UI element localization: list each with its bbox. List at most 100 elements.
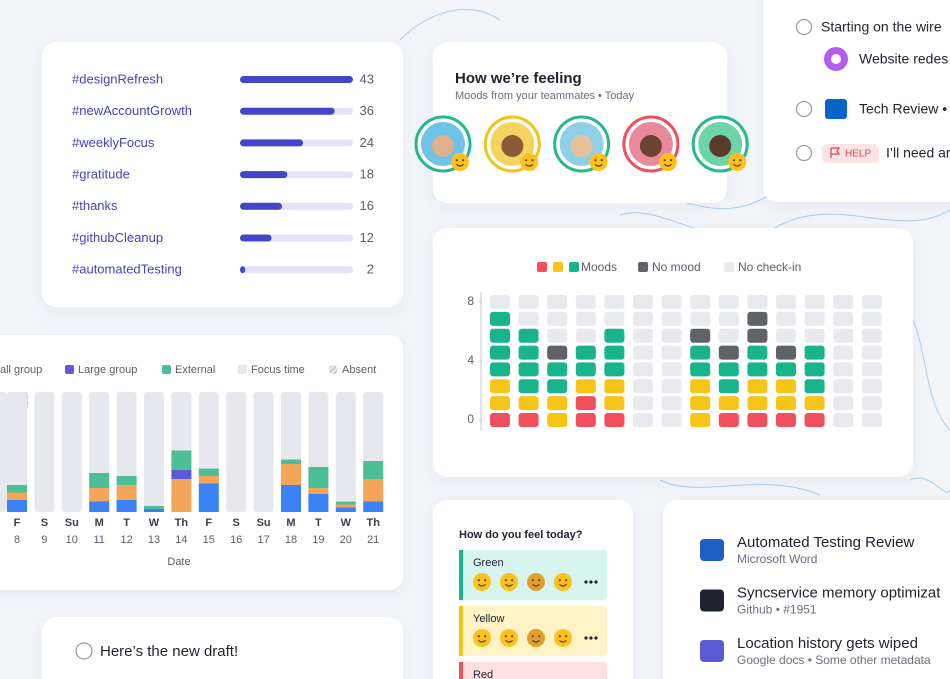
empty-cell bbox=[633, 362, 653, 377]
emoji-eye bbox=[594, 159, 597, 162]
absent-bar bbox=[0, 392, 7, 512]
bar-segment bbox=[363, 501, 384, 512]
bar-segment bbox=[144, 509, 164, 512]
bar-track bbox=[240, 266, 353, 274]
empty-cell bbox=[604, 295, 625, 309]
bar-segment bbox=[171, 450, 192, 470]
emoji-eye bbox=[455, 159, 458, 162]
count-label: 16 bbox=[360, 198, 374, 213]
hashtag-label[interactable]: #githubCleanup bbox=[72, 230, 163, 245]
mood-cell bbox=[547, 379, 568, 394]
empty-cell bbox=[833, 345, 854, 360]
empty-cell bbox=[861, 328, 882, 343]
checkbox[interactable] bbox=[795, 100, 813, 118]
empty-cell bbox=[575, 311, 596, 326]
empty-cell bbox=[661, 379, 682, 394]
x-tick-day: S bbox=[41, 517, 48, 529]
mood-cell bbox=[690, 379, 711, 394]
checkbox[interactable] bbox=[795, 18, 813, 36]
legend-swatch bbox=[569, 262, 579, 272]
emoji-eye bbox=[565, 579, 568, 582]
emoji-mouth bbox=[558, 583, 568, 587]
emoji bbox=[728, 153, 747, 171]
emoji bbox=[473, 629, 491, 647]
emoji-mouth bbox=[663, 163, 672, 167]
hashtag-label[interactable]: #newAccountGrowth bbox=[72, 103, 192, 118]
empty-cell bbox=[776, 295, 796, 309]
emoji-mouth bbox=[477, 583, 487, 587]
empty-cell bbox=[718, 311, 739, 326]
count-label: 2 bbox=[367, 262, 374, 277]
mood-cell bbox=[776, 345, 796, 360]
empty-cell bbox=[776, 311, 796, 326]
emoji bbox=[500, 629, 518, 647]
hashtag-label[interactable]: #gratitude bbox=[72, 167, 130, 182]
emoji-eye bbox=[538, 635, 541, 638]
legend-label: Moods bbox=[581, 260, 617, 274]
docs-card bbox=[663, 500, 950, 679]
x-tick-date: 12 bbox=[120, 534, 132, 546]
empty-cell bbox=[633, 345, 653, 360]
emoji bbox=[554, 573, 572, 591]
task-text: Tech Review • bbox=[859, 101, 947, 117]
doc-title[interactable]: Location history gets wiped bbox=[737, 635, 918, 652]
mood-cell bbox=[518, 328, 539, 343]
x-tick-day: W bbox=[149, 517, 160, 529]
emoji-eye bbox=[663, 159, 666, 162]
doc-title[interactable]: Automated Testing Review bbox=[737, 534, 914, 551]
task-text: Starting on the wire bbox=[821, 19, 942, 35]
focus-bar bbox=[226, 392, 247, 512]
x-axis-label: Date bbox=[167, 556, 190, 568]
mood-cell bbox=[490, 362, 510, 377]
bar-segment bbox=[281, 485, 301, 512]
checkbox[interactable] bbox=[75, 642, 93, 660]
empty-cell bbox=[661, 311, 682, 326]
legend-label: External bbox=[175, 364, 215, 376]
x-tick-date: 17 bbox=[257, 534, 269, 546]
mood-cell bbox=[690, 328, 711, 343]
count-label: 43 bbox=[360, 71, 374, 86]
feeling-subtitle: Moods from your teammates • Today bbox=[455, 90, 635, 102]
x-tick-date: 15 bbox=[203, 534, 215, 546]
focus-bar bbox=[253, 392, 274, 512]
bar bbox=[240, 234, 272, 242]
mood-cell bbox=[518, 379, 539, 394]
legend-label: Large group bbox=[78, 364, 137, 376]
mood-option[interactable] bbox=[459, 662, 607, 679]
x-tick-date: 21 bbox=[367, 534, 379, 546]
mood-cell bbox=[604, 345, 625, 360]
bar bbox=[240, 107, 335, 115]
checkbox[interactable] bbox=[795, 144, 813, 162]
emoji-eye bbox=[600, 159, 603, 162]
empty-cell bbox=[776, 328, 796, 343]
empty-cell bbox=[833, 379, 854, 394]
mood-cell bbox=[490, 311, 510, 326]
focus-bar bbox=[335, 392, 356, 512]
emoji bbox=[473, 573, 491, 591]
bar-segment bbox=[198, 476, 219, 484]
x-tick-day: M bbox=[286, 517, 295, 529]
legend-label: Absent bbox=[342, 364, 376, 376]
legend-label: No mood bbox=[652, 260, 701, 274]
legend-label: Focus time bbox=[251, 364, 305, 376]
hashtag-label[interactable]: #designRefresh bbox=[72, 71, 163, 86]
mood-cell bbox=[747, 396, 768, 411]
empty-cell bbox=[747, 295, 768, 309]
x-tick-day: Su bbox=[257, 517, 271, 529]
bar-segment bbox=[198, 468, 219, 476]
emoji-eye bbox=[531, 579, 534, 582]
hashtag-label[interactable]: #automatedTesting bbox=[72, 262, 182, 277]
hashtag-label[interactable]: #weeklyFocus bbox=[72, 135, 155, 150]
empty-cell bbox=[661, 295, 682, 309]
emoji-eye bbox=[504, 635, 507, 638]
bar-segment bbox=[308, 467, 329, 488]
doc-title[interactable]: Syncservice memory optimizat bbox=[737, 584, 941, 601]
bar-segment bbox=[308, 488, 329, 494]
bar-segment bbox=[281, 464, 301, 485]
hashtag-label[interactable]: #thanks bbox=[72, 198, 118, 213]
bar-segment bbox=[171, 470, 192, 479]
mood-cell bbox=[718, 413, 739, 427]
empty-cell bbox=[633, 396, 653, 411]
emoji-mouth bbox=[531, 639, 541, 643]
emoji bbox=[554, 629, 572, 647]
